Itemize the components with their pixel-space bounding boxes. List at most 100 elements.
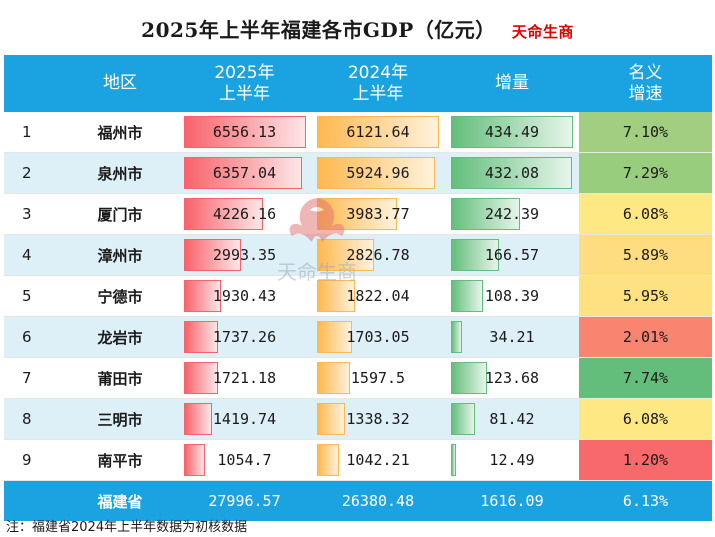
growth-cell: 7.29% [579,152,712,194]
growth-cell: 5.89% [579,234,712,276]
rank-cell: 4 [4,234,62,276]
increase-bar [451,198,520,230]
header-gdp2024: 2024年 上半年 [311,55,445,112]
gdp2025-cell: 4226.16 [178,193,311,235]
footnote: 注：福建省2024年上半年数据为初核数据 [6,520,248,535]
growth-cell: 6.08% [579,398,712,440]
table-row: 3 厦门市 4226.16 3983.77 242.39 6.08% [4,193,712,235]
increase-value: 432.08 [484,164,540,182]
chart-title: 2025年上半年福建各市GDP（亿元） 天命生商 [0,14,715,43]
table-row: 8 三明市 1419.74 1338.32 81.42 6.08% [4,398,712,440]
gdp2024-bar [317,239,374,271]
region-cell: 厦门市 [62,193,178,235]
gdp2024-value: 1597.5 [350,369,406,387]
growth-cell: 7.10% [579,112,712,153]
increase-cell: 166.57 [445,234,579,276]
gdp2024-bar [317,116,439,148]
gdp2025-value: 2993.35 [212,246,277,264]
gdp2024-cell: 1597.5 [311,357,445,399]
increase-bar [451,444,456,476]
region-cell: 南平市 [62,439,178,481]
increase-cell: 242.39 [445,193,579,235]
increase-bar [451,362,487,394]
gdp2024-value: 5924.96 [346,164,410,182]
increase-value: 81.42 [489,410,535,428]
gdp2025-cell: 1737.26 [178,316,311,358]
region-cell: 漳州市 [62,234,178,276]
gdp2024-cell: 2826.78 [311,234,445,276]
increase-cell: 81.42 [445,398,579,440]
gdp2024-value: 1042.21 [346,451,410,469]
increase-bar [451,239,499,271]
rank-cell: 3 [4,193,62,235]
increase-bar [451,157,572,189]
header-row: 地区 2025年 上半年 2024年 上半年 增量 名义 增速 [4,55,712,112]
header-gdp2025: 2025年 上半年 [178,55,311,112]
total-label: 福建省 [62,480,178,521]
title-text: 2025年上半年福建各市GDP（亿元） [141,18,496,42]
table-row: 6 龙岩市 1737.26 1703.05 34.21 2.01% [4,316,712,358]
gdp2025-value: 1930.43 [212,287,277,305]
increase-value: 34.21 [489,328,535,346]
gdp2024-value: 1822.04 [346,287,410,305]
rank-cell: 8 [4,398,62,440]
total-row: 福建省 27996.57 26380.48 1616.09 6.13% [4,480,712,521]
gdp2025-cell: 1419.74 [178,398,311,440]
increase-cell: 434.49 [445,112,579,153]
gdp2025-bar [184,362,218,394]
increase-cell: 34.21 [445,316,579,358]
header-region: 地区 [62,55,178,112]
header-growth: 名义 增速 [579,55,712,112]
increase-value: 434.49 [484,123,540,141]
increase-bar [451,116,573,148]
rank-cell: 6 [4,316,62,358]
gdp2025-value: 6556.13 [212,123,277,141]
table-row: 7 莆田市 1721.18 1597.5 123.68 7.74% [4,357,712,399]
total-rank [4,480,62,521]
gdp2024-bar [317,280,355,312]
increase-value: 166.57 [484,246,540,264]
table-row: 4 漳州市 2993.35 2826.78 166.57 5.89% [4,234,712,276]
gdp2025-bar [184,444,205,476]
gdp2024-value: 1703.05 [346,328,410,346]
region-cell: 三明市 [62,398,178,440]
gdp2024-bar [317,444,339,476]
region-cell: 宁德市 [62,275,178,317]
increase-value: 108.39 [484,287,540,305]
total-gdp2025: 27996.57 [178,480,311,521]
gdp2025-cell: 6357.04 [178,152,311,194]
total-growth: 6.13% [579,480,712,521]
gdp2024-value: 2826.78 [346,246,410,264]
region-cell: 泉州市 [62,152,178,194]
rank-cell: 7 [4,357,62,399]
gdp2024-value: 6121.64 [346,123,410,141]
increase-bar [451,280,483,312]
increase-cell: 123.68 [445,357,579,399]
gdp2024-cell: 1822.04 [311,275,445,317]
increase-bar [451,403,475,435]
brand-label: 天命生商 [511,23,574,41]
table-row: 5 宁德市 1930.43 1822.04 108.39 5.95% [4,275,712,317]
gdp2025-bar [184,239,241,271]
growth-cell: 6.08% [579,193,712,235]
rank-cell: 2 [4,152,62,194]
increase-value: 123.68 [484,369,540,387]
gdp2025-value: 4226.16 [212,205,277,223]
rank-cell: 9 [4,439,62,481]
gdp2025-value: 1737.26 [212,328,277,346]
growth-cell: 7.74% [579,357,712,399]
gdp2024-bar [317,362,350,394]
header-increase: 增量 [445,55,579,112]
gdp2025-cell: 1930.43 [178,275,311,317]
gdp2024-value: 3983.77 [346,205,410,223]
gdp2024-bar [317,403,345,435]
increase-bar [451,321,462,353]
gdp2025-value: 6357.04 [212,164,277,182]
gdp2025-value: 1419.74 [212,410,277,428]
gdp2024-cell: 6121.64 [311,112,445,153]
gdp2025-cell: 1054.7 [178,439,311,481]
gdp2025-cell: 1721.18 [178,357,311,399]
gdp2024-cell: 1042.21 [311,439,445,481]
region-cell: 莆田市 [62,357,178,399]
growth-cell: 1.20% [579,439,712,481]
